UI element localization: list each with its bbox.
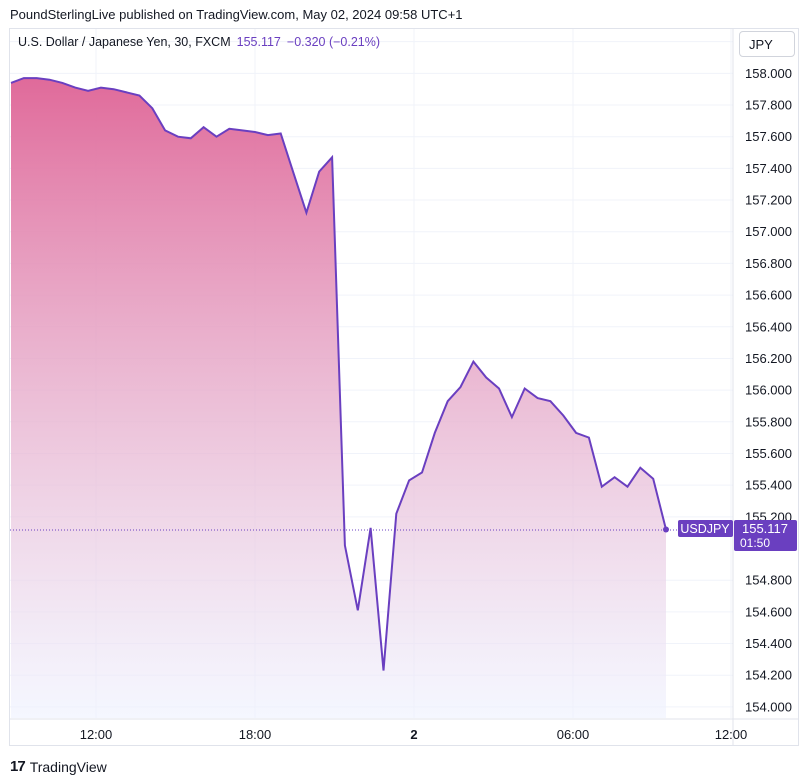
time-tick-label: 2 [410,727,417,742]
price-label: USDJPY 155.117 01:50 [678,520,797,551]
price-axis[interactable]: 154.000154.200154.400154.600154.800155.2… [745,34,792,714]
legend-value: 155.117 [236,35,281,49]
symbol-legend[interactable]: U.S. Dollar / Japanese Yen, 30, FXCM 155.… [18,35,380,49]
price-badge-bg [734,520,797,551]
price-tick-label: 154.200 [745,668,792,683]
price-badge-countdown: 01:50 [740,536,770,550]
publisher-caption: PoundSterlingLive published on TradingVi… [10,7,463,22]
price-area [11,78,666,719]
last-price-dot [663,526,669,533]
price-tick-label: 157.000 [745,224,792,239]
price-tick-label: 156.200 [745,351,792,366]
price-tick-label: 154.600 [745,604,792,619]
price-tick-label: 155.800 [745,414,792,429]
tradingview-logo-icon: 17 [10,758,26,775]
ticker-badge-bg [678,520,733,537]
time-tick-label: 12:00 [715,727,748,742]
price-tick-label: 154.800 [745,573,792,588]
footer-branding[interactable]: 17 TradingView [10,758,107,775]
time-tick-label: 06:00 [557,727,590,742]
price-badge-price: 155.117 [742,521,788,536]
price-tick-label: 156.600 [745,288,792,303]
time-tick-label: 18:00 [239,727,272,742]
price-tick-label: 157.200 [745,193,792,208]
symbol-name: U.S. Dollar / Japanese Yen, 30, FXCM [18,35,231,49]
legend-change: −0.320 (−0.21%) [286,35,381,49]
price-tick-label: 157.800 [745,98,792,113]
currency-button[interactable]: JPY [739,31,795,57]
price-tick-label: 154.000 [745,699,792,714]
price-tick-label: 154.400 [745,636,792,651]
footer-brand-name: TradingView [29,758,107,775]
price-tick-label: 156.800 [745,256,792,271]
price-tick-label: 157.600 [745,129,792,144]
price-tick-label: 156.400 [745,319,792,334]
price-line [10,77,667,671]
price-tick-label: 157.400 [745,161,792,176]
time-tick-label: 12:00 [80,727,113,742]
price-tick-label: 158.000 [745,66,792,81]
ticker-badge-text: USDJPY [680,522,730,536]
price-tick-label: 156.000 [745,383,792,398]
price-tick-label: 155.600 [745,446,792,461]
time-axis[interactable]: 12:00 18:00 2 06:00 12:00 [80,727,748,742]
chart-frame [9,28,799,746]
price-tick-label: 155.400 [745,478,792,493]
